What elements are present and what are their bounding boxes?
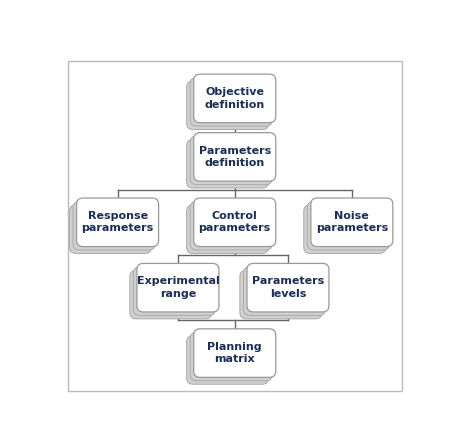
FancyBboxPatch shape bbox=[194, 198, 276, 247]
Text: Noise
parameters: Noise parameters bbox=[316, 211, 388, 233]
FancyBboxPatch shape bbox=[186, 336, 269, 384]
FancyBboxPatch shape bbox=[240, 270, 322, 319]
FancyBboxPatch shape bbox=[186, 205, 269, 253]
FancyBboxPatch shape bbox=[190, 136, 272, 185]
FancyBboxPatch shape bbox=[186, 139, 269, 188]
Text: Experimental
range: Experimental range bbox=[136, 277, 219, 299]
FancyBboxPatch shape bbox=[190, 332, 272, 381]
FancyBboxPatch shape bbox=[190, 202, 272, 250]
FancyBboxPatch shape bbox=[304, 205, 386, 253]
Text: Parameters
levels: Parameters levels bbox=[252, 277, 324, 299]
FancyBboxPatch shape bbox=[307, 202, 389, 250]
FancyBboxPatch shape bbox=[186, 81, 269, 130]
FancyBboxPatch shape bbox=[76, 198, 158, 247]
FancyBboxPatch shape bbox=[194, 329, 276, 377]
Text: Parameters
definition: Parameters definition bbox=[199, 146, 271, 168]
FancyBboxPatch shape bbox=[194, 133, 276, 181]
FancyBboxPatch shape bbox=[73, 202, 155, 250]
FancyBboxPatch shape bbox=[70, 205, 152, 253]
FancyBboxPatch shape bbox=[130, 270, 212, 319]
FancyBboxPatch shape bbox=[311, 198, 393, 247]
Text: Response
parameters: Response parameters bbox=[82, 211, 154, 233]
Text: Planning
matrix: Planning matrix bbox=[207, 342, 262, 364]
FancyBboxPatch shape bbox=[68, 60, 402, 391]
FancyBboxPatch shape bbox=[190, 78, 272, 126]
Text: Control
parameters: Control parameters bbox=[199, 211, 271, 233]
FancyBboxPatch shape bbox=[194, 74, 276, 122]
FancyBboxPatch shape bbox=[133, 267, 215, 316]
FancyBboxPatch shape bbox=[247, 263, 329, 312]
FancyBboxPatch shape bbox=[243, 267, 326, 316]
Text: Objective
definition: Objective definition bbox=[205, 87, 265, 110]
FancyBboxPatch shape bbox=[137, 263, 219, 312]
